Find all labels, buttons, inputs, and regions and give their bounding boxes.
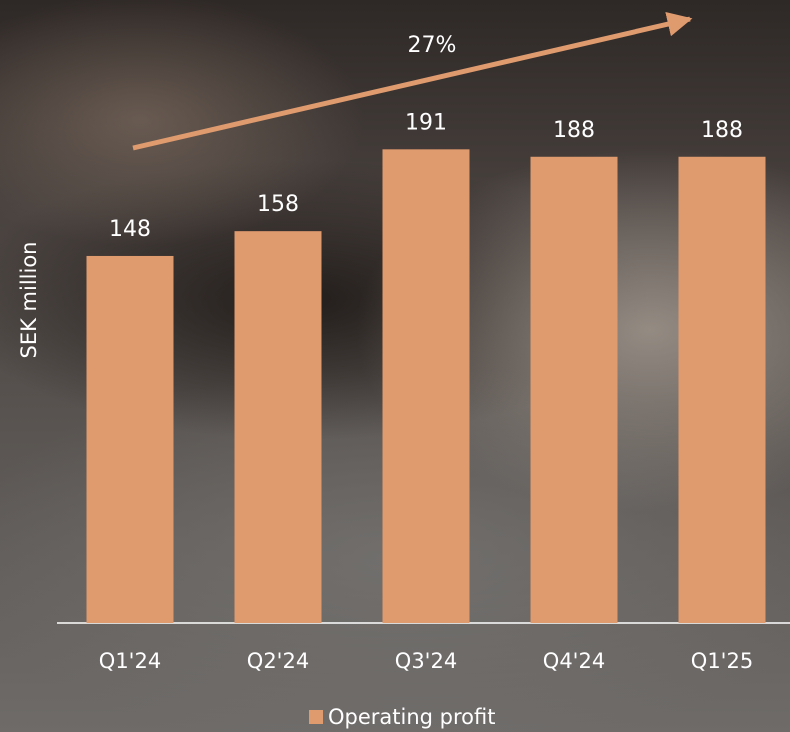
bar: [383, 149, 470, 623]
bar: [235, 231, 322, 623]
value-label: 158: [257, 192, 299, 217]
bar: [87, 256, 174, 623]
x-tick-label: Q1'25: [691, 649, 753, 673]
value-label: 188: [553, 118, 595, 143]
x-tick-label: Q3'24: [395, 649, 457, 673]
value-label: 191: [405, 110, 447, 135]
y-axis-label: SEK million: [17, 242, 41, 359]
legend-swatch: [309, 710, 323, 724]
value-label: 188: [701, 118, 743, 143]
x-tick-label: Q1'24: [99, 649, 161, 673]
chart: 27% SEK million Q1'24 Q2'24 Q3'24 Q4'24 Q1'2…: [0, 0, 790, 732]
annotation: 27%: [408, 33, 457, 58]
value-label: 148: [109, 217, 151, 242]
x-tick-label: Q4'24: [543, 649, 605, 673]
bar: [531, 157, 618, 623]
x-tick-label: Q2'24: [247, 649, 309, 673]
legend-label: Operating profit: [328, 705, 495, 729]
bar: [679, 157, 766, 623]
page: {"chart_data": {"type": "bar", "annotati…: [0, 0, 790, 732]
